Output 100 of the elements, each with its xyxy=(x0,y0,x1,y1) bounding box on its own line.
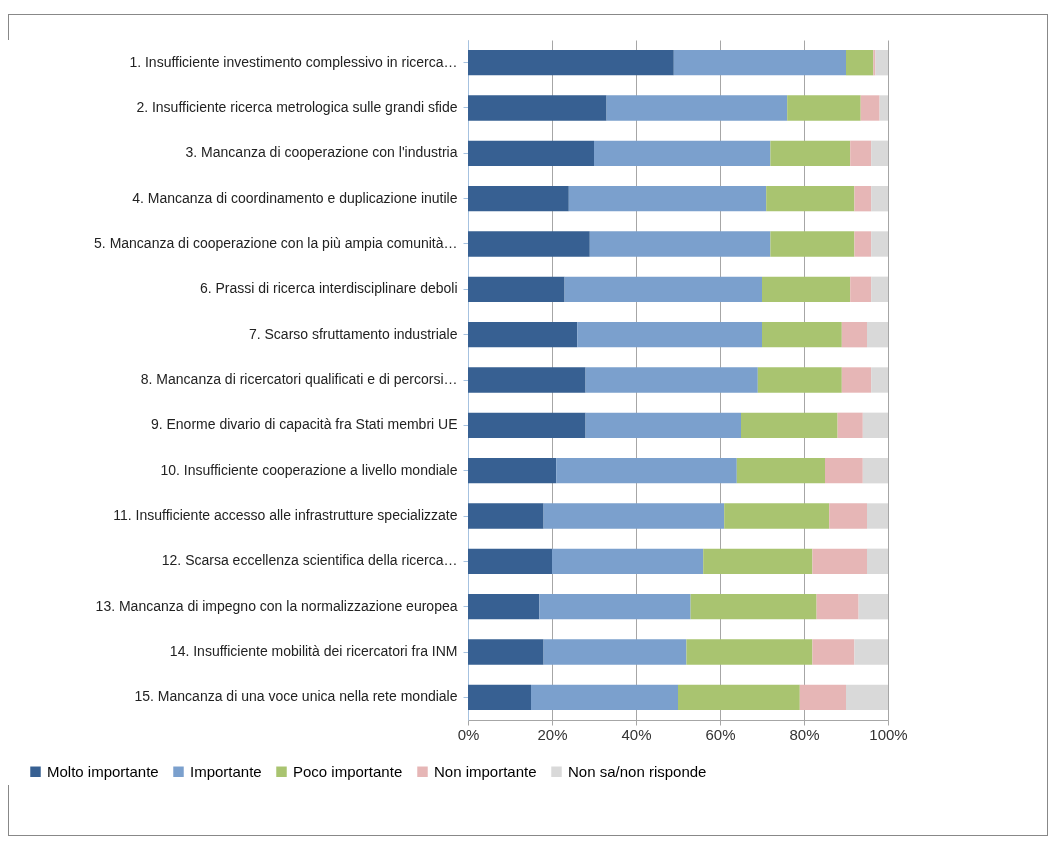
bar xyxy=(871,276,888,303)
bar xyxy=(862,412,888,439)
bar xyxy=(841,367,872,393)
x-tick-label: 100% xyxy=(869,725,908,743)
y-tick-label: 2. Insufficiente ricerca metrologica sulle grandi sfide xyxy=(136,99,458,115)
bar xyxy=(594,140,771,167)
bar xyxy=(543,503,725,529)
bar xyxy=(678,684,800,711)
bar xyxy=(860,95,880,121)
bar xyxy=(468,367,586,393)
bar xyxy=(468,503,544,529)
y-tick-label: 8. Mancanza di ricercatori qualificati e di percorsi… xyxy=(140,371,458,387)
bar xyxy=(850,140,872,167)
bar xyxy=(850,276,872,303)
bar xyxy=(770,231,855,257)
bar xyxy=(468,140,594,167)
bar xyxy=(577,321,762,348)
bar xyxy=(871,140,888,167)
bar xyxy=(690,593,817,620)
bar xyxy=(686,639,813,665)
bar xyxy=(468,185,569,212)
bar xyxy=(736,457,825,484)
y-tick-label: 14. Insufficiente mobilità dei ricercatori fra INM xyxy=(169,643,458,659)
y-tick-label: 5. Mancanza di cooperazione con la più ampia comunità… xyxy=(94,235,458,251)
bar xyxy=(741,412,838,439)
bar xyxy=(846,49,874,76)
bar xyxy=(606,95,788,121)
bar xyxy=(829,503,867,529)
bar xyxy=(585,367,758,393)
bar xyxy=(539,593,691,620)
bar xyxy=(468,95,607,121)
bar xyxy=(468,548,552,575)
bar xyxy=(873,49,876,76)
bar xyxy=(854,231,872,257)
bar xyxy=(799,684,846,711)
bar xyxy=(862,457,888,484)
bar xyxy=(854,639,888,665)
bar xyxy=(468,639,544,665)
x-tick-label: 20% xyxy=(537,725,568,743)
legend-label: Non sa/non risponde xyxy=(568,762,707,780)
bar xyxy=(867,503,888,529)
bar xyxy=(703,548,813,575)
bar xyxy=(871,185,888,212)
y-tick-label: 13. Mancanza di impegno con la normalizzazione europea xyxy=(95,597,458,614)
y-tick-label: 7. Scarso sfruttamento industriale xyxy=(248,325,458,342)
bar xyxy=(757,367,842,393)
bar xyxy=(841,321,867,348)
bar xyxy=(867,321,888,348)
bar xyxy=(585,412,741,439)
legend-label: Poco importante xyxy=(293,762,403,780)
y-tick-label: 12. Scarsa eccellenza scientifica della ricerca… xyxy=(161,552,458,569)
bar xyxy=(846,684,888,711)
bar xyxy=(812,548,867,575)
y-tick-label: 1. Insufficiente investimento complessivo in ricerca… xyxy=(129,53,458,70)
bar xyxy=(858,593,888,620)
bar xyxy=(468,49,674,76)
y-tick-label: 11. Insufficiente accesso alle infrastrutture specializzate xyxy=(113,507,458,523)
bar xyxy=(724,503,830,529)
bar xyxy=(762,276,851,303)
y-tick-label: 10. Insufficiente cooperazione a livello mondiale xyxy=(160,461,458,478)
bar xyxy=(871,231,888,257)
bar xyxy=(837,412,863,439)
bar xyxy=(766,185,855,212)
bar xyxy=(879,95,888,121)
y-tick-label: 4. Mancanza di coordinamento e duplicazione inutile xyxy=(132,189,458,206)
bar xyxy=(556,457,737,484)
bar xyxy=(468,412,586,439)
bar xyxy=(871,367,888,393)
bar xyxy=(812,639,855,665)
bar xyxy=(552,548,704,575)
bar xyxy=(468,276,565,303)
bar xyxy=(825,457,863,484)
y-tick-label: 9. Enorme divario di capacità fra Stati membri UE xyxy=(150,416,458,433)
y-tick-label: 6. Prassi di ricerca interdisciplinare deboli xyxy=(199,280,458,297)
bar xyxy=(468,684,531,711)
legend-label: Importante xyxy=(190,762,262,780)
x-tick-label: 40% xyxy=(621,725,652,743)
x-tick-label: 0% xyxy=(457,725,480,743)
bar xyxy=(543,639,687,665)
y-tick-label: 15. Mancanza di una voce unica nella rete mondiale xyxy=(134,688,458,705)
bar xyxy=(531,684,678,711)
bar xyxy=(673,49,846,76)
legend-label: Molto importante xyxy=(47,762,159,780)
bar xyxy=(589,231,771,257)
y-tick-label: 3. Mancanza di cooperazione con l'industria xyxy=(185,144,458,161)
bar xyxy=(468,321,578,348)
bar xyxy=(875,49,888,76)
x-tick-label: 80% xyxy=(789,725,820,743)
bar xyxy=(867,548,888,575)
bar xyxy=(816,593,859,620)
bar xyxy=(468,457,557,484)
x-tick-label: 60% xyxy=(705,725,736,743)
bar xyxy=(468,593,540,620)
legend-label: Non importante xyxy=(434,762,537,780)
bar xyxy=(787,95,861,121)
bar xyxy=(762,321,842,348)
bar xyxy=(468,231,590,257)
bar xyxy=(854,185,872,212)
bar xyxy=(568,185,767,212)
bar xyxy=(770,140,851,167)
